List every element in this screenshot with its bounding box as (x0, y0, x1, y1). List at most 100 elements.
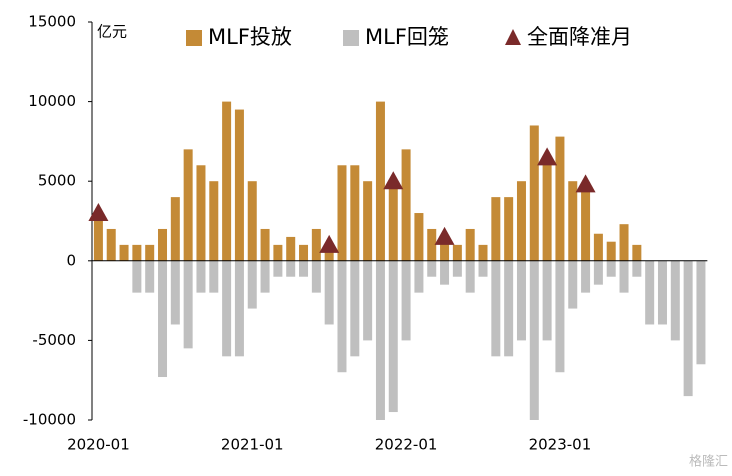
bar (299, 260, 309, 277)
bar (209, 181, 219, 261)
bar (145, 260, 155, 293)
bar (299, 244, 309, 261)
bar (145, 244, 155, 261)
marker (434, 226, 455, 245)
y-tick-label: 0 (66, 251, 76, 269)
bar (465, 260, 475, 293)
bar (106, 228, 116, 261)
watermark: 格隆汇 (689, 454, 728, 470)
bar (632, 260, 642, 277)
bar (427, 228, 437, 261)
y-axis-unit: 亿元 (97, 23, 127, 41)
y-tick-label: 10000 (28, 92, 76, 110)
bar (132, 260, 142, 293)
bar (555, 136, 565, 261)
bar (555, 260, 565, 373)
bar (452, 260, 462, 277)
bar (183, 260, 193, 349)
y-tick-label: 15000 (28, 13, 76, 31)
bar (234, 109, 244, 261)
y-tick-label: -10000 (23, 411, 76, 429)
bar (234, 260, 244, 357)
bar (401, 260, 411, 341)
bar (260, 260, 270, 293)
bar (170, 197, 180, 261)
bar (337, 260, 347, 373)
legend-label: 全面降准月 (527, 25, 632, 49)
bar (581, 184, 591, 261)
bar (222, 260, 232, 357)
bar (568, 260, 578, 309)
bar (273, 260, 283, 277)
marker (319, 234, 340, 253)
legend-label: MLF回笼 (365, 25, 449, 49)
bar (491, 260, 501, 357)
bar (363, 181, 373, 261)
bar (388, 260, 398, 413)
bar (247, 260, 257, 309)
bar (657, 260, 667, 325)
bar (260, 228, 270, 261)
bar (568, 181, 578, 261)
bar (478, 244, 488, 261)
bar (696, 260, 706, 365)
bar (427, 260, 437, 277)
bar (478, 260, 488, 277)
bar (632, 244, 642, 261)
bar (375, 260, 385, 420)
x-tick-label: 2021-01 (221, 436, 284, 454)
bar (209, 260, 219, 293)
bar (606, 260, 616, 277)
bar (222, 101, 232, 261)
bar (465, 228, 475, 261)
bar (542, 260, 552, 341)
bar (311, 228, 321, 261)
bar (388, 181, 398, 261)
bar (324, 260, 334, 325)
bar (273, 244, 283, 261)
legend-marker (186, 30, 202, 46)
bar (119, 244, 129, 261)
bar (132, 244, 142, 261)
bar (247, 181, 257, 261)
bar (311, 260, 321, 293)
marker (88, 203, 109, 222)
bar (414, 260, 424, 293)
x-tick-label: 2023-01 (529, 436, 592, 454)
bar (593, 233, 603, 261)
legend-marker (343, 30, 359, 46)
bar (286, 260, 296, 277)
bar (619, 260, 629, 293)
legend-marker (505, 29, 521, 45)
y-tick-label: -5000 (32, 331, 76, 349)
bar (581, 260, 591, 293)
bar (542, 157, 552, 261)
bar (350, 260, 360, 357)
marker (383, 171, 404, 190)
marker (537, 147, 558, 166)
bar (504, 260, 514, 357)
bar (529, 125, 539, 261)
bar (196, 165, 206, 261)
bar (529, 260, 539, 420)
y-tick-label: 5000 (38, 172, 76, 190)
bar (645, 260, 655, 325)
bar (414, 213, 424, 261)
bar (158, 228, 168, 261)
bar (363, 260, 373, 341)
bar (516, 260, 526, 341)
x-tick-label: 2022-01 (375, 436, 438, 454)
legend-label: MLF投放 (208, 25, 292, 49)
bar (196, 260, 206, 293)
bar (593, 260, 603, 285)
bar (619, 224, 629, 261)
bar (286, 236, 296, 261)
bar (516, 181, 526, 261)
bar (93, 213, 103, 261)
bar (350, 165, 360, 261)
x-tick-label: 2020-01 (67, 436, 130, 454)
bar (337, 165, 347, 261)
bar (440, 260, 450, 285)
bar (170, 260, 180, 325)
